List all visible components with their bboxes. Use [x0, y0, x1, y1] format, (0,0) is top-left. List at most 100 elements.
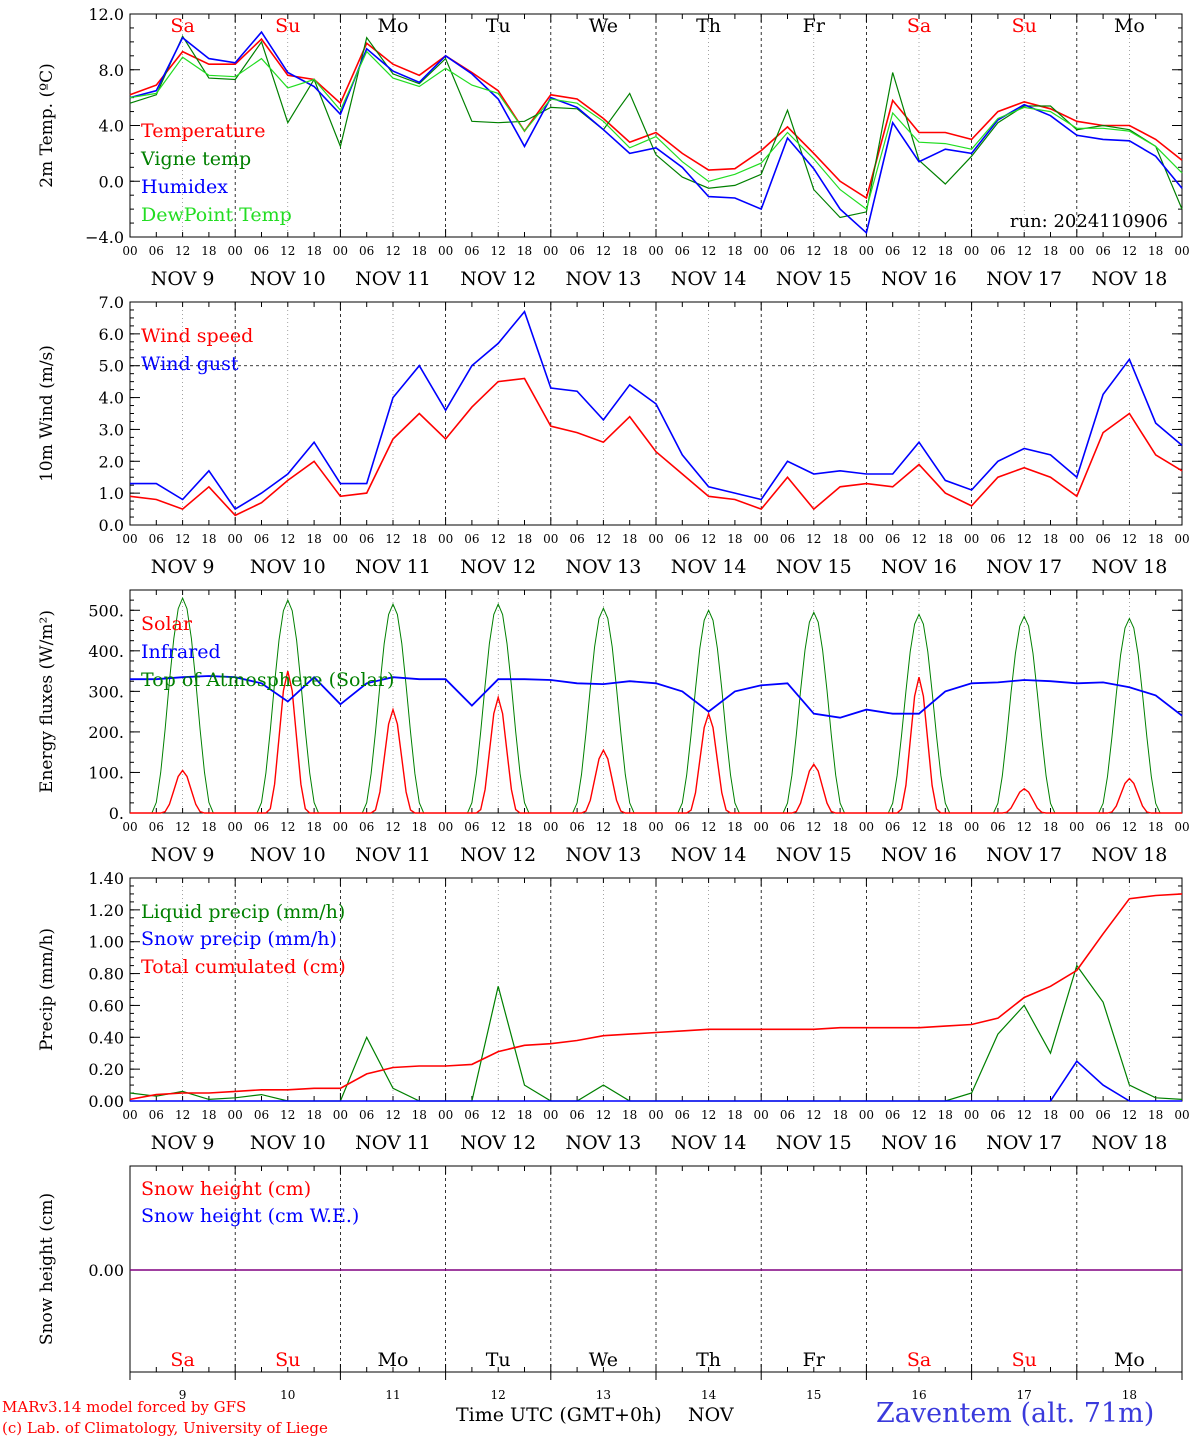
date-label: NOV 18 — [1091, 1132, 1167, 1154]
legend-entry-1: Vigne temp — [140, 148, 251, 170]
day-name-bottom: Fr — [803, 1349, 826, 1371]
day-name: Mo — [1114, 15, 1145, 37]
hour-tick-label: 06 — [464, 532, 479, 546]
hour-tick-label: 12 — [280, 532, 295, 546]
hour-tick-label: 06 — [1095, 244, 1110, 258]
y-tick-label: 0.40 — [88, 1028, 124, 1047]
hour-tick-label: 06 — [990, 820, 1005, 834]
hour-tick-label: 12 — [596, 820, 611, 834]
hour-tick-label: 00 — [438, 820, 453, 834]
day-number: 18 — [1122, 1388, 1137, 1402]
hour-tick-label: 06 — [885, 532, 900, 546]
hour-tick-label: 06 — [780, 820, 795, 834]
y-tick-label: 400. — [88, 642, 124, 661]
day-number: 10 — [280, 1388, 295, 1402]
series-line-1 — [130, 1059, 1182, 1102]
hour-tick-label: 06 — [675, 1108, 690, 1122]
date-label: NOV 11 — [355, 268, 431, 290]
hour-tick-label: 00 — [964, 532, 979, 546]
y-tick-label: 0.00 — [88, 1261, 124, 1280]
legend-entry-0: Snow height (cm) — [141, 1178, 311, 1200]
date-label: NOV 9 — [151, 556, 215, 578]
hour-tick-label: 18 — [727, 244, 742, 258]
legend-entry-0: Temperature — [141, 120, 265, 142]
y-tick-label: 0.0 — [99, 172, 124, 191]
hour-tick-label: 18 — [1043, 820, 1058, 834]
panel-5: 0.00 Snow height (cm) Snow height (cm) Snow… — [37, 1165, 1183, 1373]
hour-tick-label: 18 — [1148, 820, 1163, 834]
hour-tick-label: 18 — [412, 820, 427, 834]
hour-tick-label: 00 — [122, 244, 137, 258]
y-tick-label: 12.0 — [88, 5, 124, 24]
legend-entry-0: Liquid precip (mm/h) — [141, 901, 345, 923]
hour-tick-label: 18 — [1148, 1108, 1163, 1122]
series-infrared-line — [130, 675, 1183, 719]
series-solar-line — [130, 670, 1182, 814]
hour-tick-label: 12 — [911, 532, 926, 546]
hour-tick-label: 18 — [201, 820, 216, 834]
legend-entry-2: Humidex — [141, 176, 228, 198]
hour-tick-label: 12 — [701, 820, 716, 834]
hour-tick-label: 00 — [964, 820, 979, 834]
date-label: NOV 13 — [565, 1132, 641, 1154]
hour-tick-label: 06 — [1095, 532, 1110, 546]
hour-tick-label: 00 — [754, 244, 769, 258]
hour-tick-label: 12 — [1017, 1108, 1032, 1122]
y-tick-label: 7.0 — [99, 293, 124, 312]
date-label: NOV 16 — [881, 268, 957, 290]
legend-entry-0: Wind speed — [141, 325, 253, 347]
hour-tick-label: 12 — [596, 532, 611, 546]
hour-tick-label: 06 — [675, 532, 690, 546]
date-label: NOV 15 — [776, 556, 852, 578]
hour-tick-label: 00 — [333, 820, 348, 834]
hour-tick-label: 06 — [254, 820, 269, 834]
hour-tick-label: 00 — [438, 532, 453, 546]
hour-tick-label: 00 — [228, 532, 243, 546]
day-number: 13 — [596, 1388, 611, 1402]
date-label: NOV 13 — [565, 556, 641, 578]
y-tick-label: 500. — [88, 601, 124, 620]
day-number: 9 — [179, 1388, 187, 1402]
day-name-bottom: Sa — [170, 1349, 194, 1371]
hour-tick-label: 00 — [122, 1108, 137, 1122]
day-names-bottom: Sa 9 Su 10 Mo 11 Tu 12 We 13 Th 14 Fr 15 Sa 16 Su 17 Mo 18 — [170, 1349, 1144, 1402]
hour-tick-label: 18 — [1043, 244, 1058, 258]
hour-tick-label: 12 — [1122, 532, 1137, 546]
date-label: NOV 14 — [671, 268, 747, 290]
hour-tick-label: 18 — [517, 1108, 532, 1122]
legend-entry-1: Snow precip (mm/h) — [141, 928, 337, 950]
hour-tick-label: 18 — [306, 244, 321, 258]
y-tick-label: 4.0 — [99, 389, 124, 408]
date-label: NOV 18 — [1091, 556, 1167, 578]
hour-tick-label: 12 — [491, 532, 506, 546]
date-label: NOV 12 — [460, 556, 536, 578]
hour-tick-label: 12 — [806, 1108, 821, 1122]
hour-tick-label: 18 — [727, 1108, 742, 1122]
series-line-3 — [129, 50, 1183, 211]
date-label: NOV 13 — [565, 268, 641, 290]
hour-tick-label: 12 — [491, 820, 506, 834]
day-name: Sa — [170, 15, 194, 37]
hour-tick-label: 18 — [938, 532, 953, 546]
y-tick-label: 0.00 — [88, 1092, 124, 1111]
day-name-bottom: Mo — [378, 1349, 409, 1371]
day-name: Th — [696, 15, 721, 37]
hour-tick-label: 00 — [1174, 1108, 1189, 1122]
hour-tick-label: 00 — [648, 1108, 663, 1122]
hour-tick-label: 06 — [149, 532, 164, 546]
hour-tick-label: 12 — [175, 820, 190, 834]
legend-entry-1: Wind gust — [141, 353, 239, 375]
hour-tick-label: 18 — [938, 1108, 953, 1122]
hour-tick-label: 00 — [1174, 532, 1189, 546]
hour-tick-label: 12 — [1122, 1108, 1137, 1122]
hour-tick-label: 00 — [648, 532, 663, 546]
y-axis-label: 10m Wind (m/s) — [37, 345, 57, 482]
hour-tick-label: 06 — [885, 244, 900, 258]
hour-tick-label: 06 — [990, 532, 1005, 546]
hour-tick-label: 12 — [596, 1108, 611, 1122]
hour-tick-label: 18 — [201, 1108, 216, 1122]
day-name-bottom: Th — [696, 1349, 721, 1371]
date-label: NOV 18 — [1091, 844, 1167, 866]
y-tick-label: 0.80 — [88, 965, 124, 984]
